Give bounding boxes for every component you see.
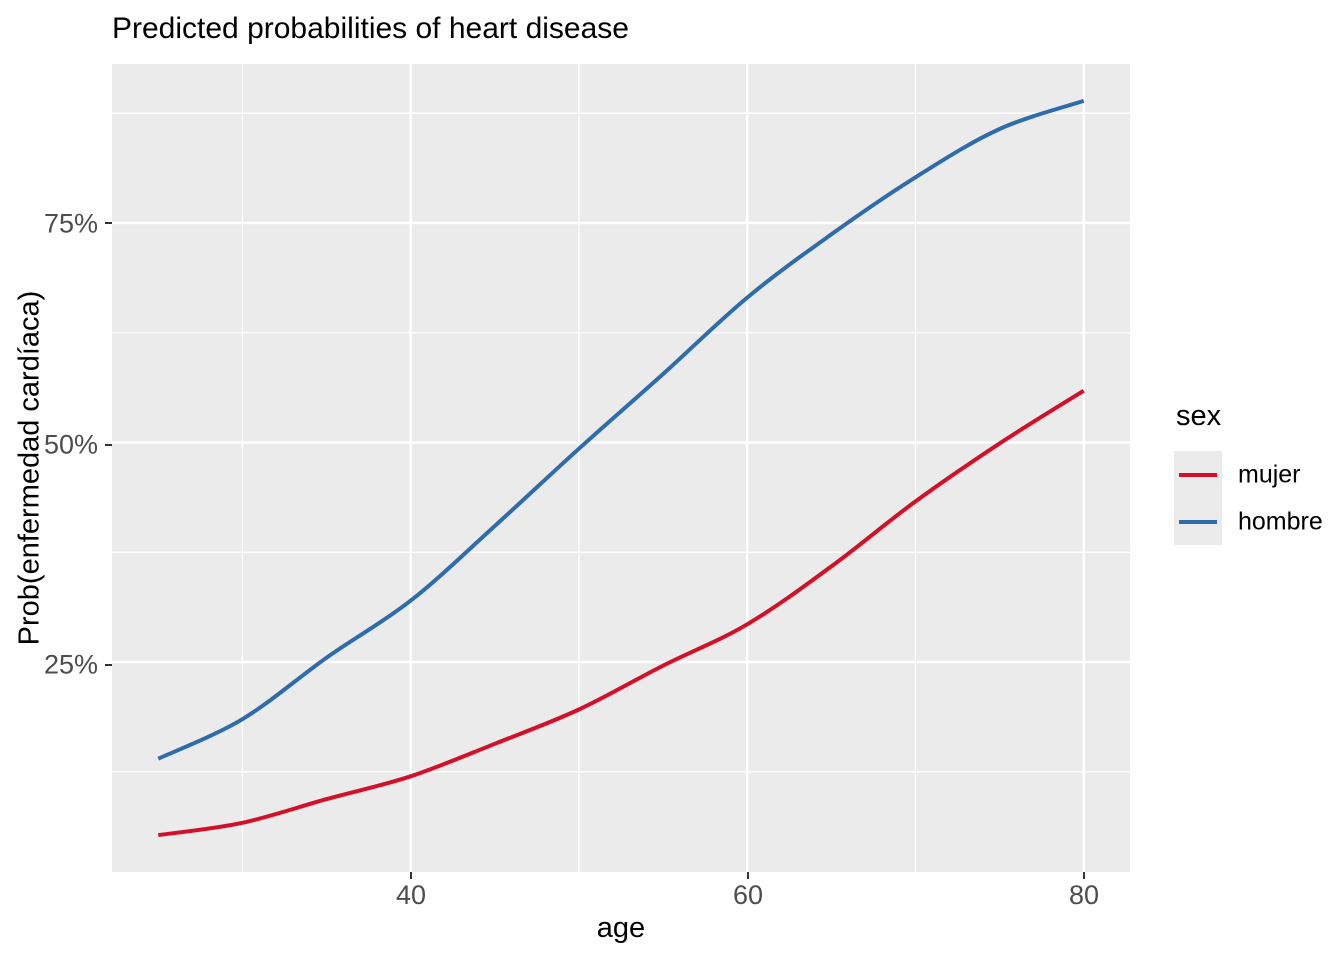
- y-tick-label: 75%: [43, 208, 98, 239]
- y-tick-mark: [105, 444, 112, 446]
- y-tick-label: 50%: [43, 429, 98, 460]
- legend-label-mujer: mujer: [1238, 460, 1301, 488]
- x-tick-mark: [410, 872, 412, 879]
- series-line-mujer: [158, 389, 1085, 838]
- x-tick-mark: [1083, 872, 1085, 879]
- legend-label-hombre: hombre: [1238, 507, 1323, 535]
- y-tick-label: 25%: [43, 649, 98, 680]
- legend-key-hombre: hombre: [1174, 498, 1323, 545]
- x-tick-label: 60: [732, 880, 764, 910]
- x-tick-label: 40: [395, 880, 427, 910]
- chart-title: Predicted probabilities of heart disease: [112, 12, 629, 45]
- y-tick-mark: [105, 664, 112, 666]
- plot-panel: [112, 64, 1130, 872]
- series-line-hombre: [157, 99, 1085, 761]
- x-tick-label: 80: [1068, 880, 1100, 910]
- legend: sex mujer hombre: [1174, 400, 1323, 545]
- legend-key-mujer: mujer: [1174, 451, 1301, 498]
- x-axis-title: age: [596, 912, 646, 944]
- y-axis-title: Prob(enfermedad cardíaca): [13, 290, 46, 646]
- legend-title: sex: [1176, 400, 1222, 432]
- plot-svg: [112, 64, 1130, 872]
- hombre-line-swatch: [1179, 519, 1217, 524]
- y-tick-mark: [105, 222, 112, 224]
- x-tick-mark: [747, 872, 749, 879]
- mujer-line-swatch: [1179, 472, 1217, 477]
